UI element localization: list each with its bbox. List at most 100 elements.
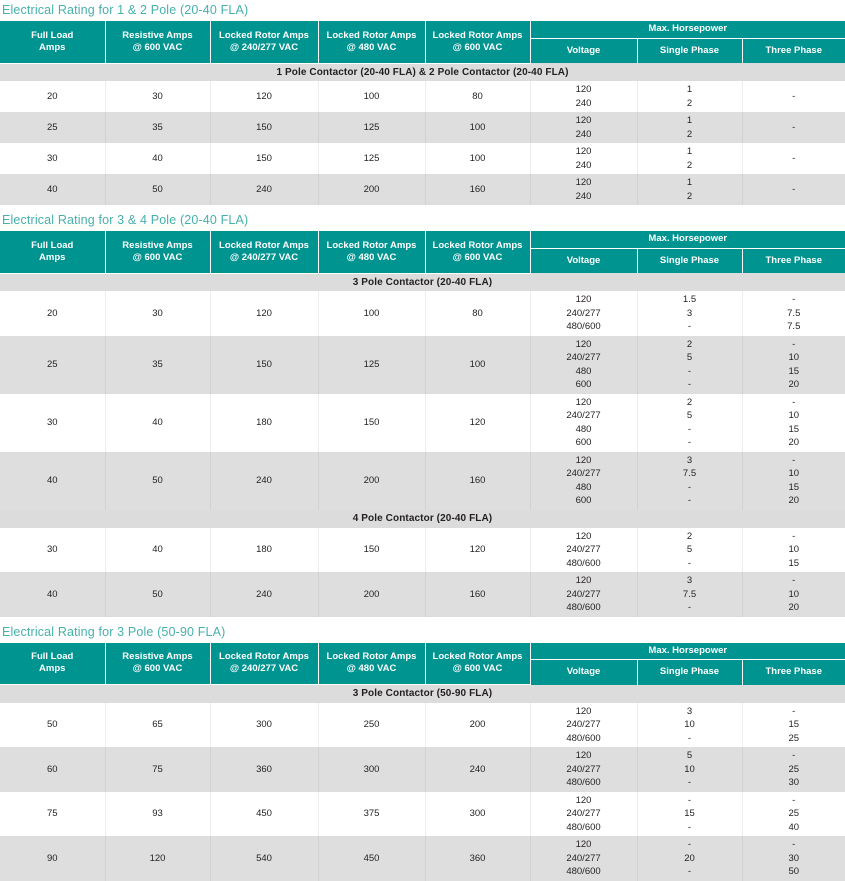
col-header-full-load-amps-line1: Full Load [0,30,105,42]
col-header-full-load-amps-line1: Full Load [0,240,105,252]
cell-lra-480: 450 [318,836,425,881]
cell-hp-three-phase: - [742,174,845,205]
table-body: 1 Pole Contactor (20-40 FLA) & 2 Pole Co… [0,63,845,205]
cell-full-load-amps: 20 [0,81,105,112]
cell-hp-voltage-value: 240/277 [531,718,637,732]
cell-hp-voltage-value: 120 [531,454,637,468]
col-header-resistive-amps-line1: Resistive Amps [106,30,210,42]
cell-hp-single-phase-value: - [638,365,742,379]
cell-hp-single-phase-value: - [638,378,742,392]
cell-hp-single-phase-value: 5 [638,351,742,365]
cell-lra-480: 150 [318,394,425,452]
cell-hp-single-phase-value: - [638,865,742,879]
cell-lra-600: 300 [425,792,530,837]
cell-hp-single-phase-value: - [638,821,742,835]
cell-lra-600: 100 [425,336,530,394]
col-header-lra-600: Locked Rotor Amps@ 600 VAC [425,643,530,685]
col-header-lra-240-277-line2: @ 240/277 VAC [211,663,318,675]
group-header-row: 3 Pole Contactor (20-40 FLA) [0,273,845,291]
col-header-full-load-amps-line2: Amps [0,42,105,54]
cell-hp-voltage-value: 480/600 [531,865,637,879]
cell-resistive-amps: 93 [105,792,210,837]
cell-lra-240-277: 240 [210,452,318,510]
cell-hp-three-phase-value: - [743,574,845,588]
cell-full-load-amps: 90 [0,836,105,881]
col-header-max-horsepower: Max. Horsepower [530,21,845,38]
cell-hp-voltage-value: 240 [531,159,637,173]
group-header-label: 3 Pole Contactor (50-90 FLA) [0,685,845,703]
cell-hp-single-phase-value: 20 [638,852,742,866]
cell-lra-480: 250 [318,703,425,748]
col-header-resistive-amps-line2: @ 600 VAC [106,42,210,54]
cell-hp-voltage-value: 240 [531,190,637,204]
cell-full-load-amps: 50 [0,703,105,748]
cell-lra-600: 120 [425,528,530,573]
cell-hp-single-phase-value: - [638,794,742,808]
cell-hp-single-phase-value: - [638,494,742,508]
cell-hp-voltage-value: 120 [531,176,637,190]
cell-hp-voltage-value: 480/600 [531,776,637,790]
cell-resistive-amps: 75 [105,747,210,792]
cell-lra-480: 125 [318,336,425,394]
section-title: Electrical Rating for 3 & 4 Pole (20-40 … [0,210,845,231]
cell-hp-single-phase-value: 5 [638,749,742,763]
cell-hp-three-phase-value: 25 [743,807,845,821]
col-header-lra-600-line2: @ 600 VAC [426,663,530,675]
cell-hp-voltage-value: 120 [531,338,637,352]
cell-hp-single-phase-value: 2 [638,190,742,204]
cell-hp-voltage-value: 480/600 [531,601,637,615]
cell-hp-voltage-value: 600 [531,494,637,508]
col-header-lra-600: Locked Rotor Amps@ 600 VAC [425,231,530,273]
col-header-lra-480-line2: @ 480 VAC [319,42,425,54]
cell-hp-voltage-value: 480/600 [531,320,637,334]
cell-hp-single-phase-value: - [638,423,742,437]
col-header-lra-240-277-line2: @ 240/277 VAC [211,42,318,54]
cell-hp-three-phase: - [742,143,845,174]
cell-full-load-amps: 40 [0,572,105,617]
col-header-max-horsepower: Max. Horsepower [530,231,845,248]
cell-lra-240-277: 450 [210,792,318,837]
cell-lra-600: 100 [425,112,530,143]
cell-hp-voltage-value: 480 [531,423,637,437]
cell-hp-single-phase-value: 1.5 [638,293,742,307]
cell-hp-single-phase-value: 3 [638,454,742,468]
col-header-lra-240-277: Locked Rotor Amps@ 240/277 VAC [210,231,318,273]
cell-hp-voltage-value: 120 [531,574,637,588]
col-header-resistive-amps-line2: @ 600 VAC [106,663,210,675]
col-header-full-load-amps-line2: Amps [0,252,105,264]
cell-lra-240-277: 300 [210,703,318,748]
cell-hp-single-phase-value: - [638,320,742,334]
cell-lra-240-277: 150 [210,336,318,394]
cell-hp-single-phase-value: 2 [638,97,742,111]
cell-hp-voltage-value: 120 [531,293,637,307]
col-header-voltage: Voltage [530,248,637,273]
cell-hp-three-phase-value: 15 [743,365,845,379]
cell-hp-three-phase-value: - [743,338,845,352]
cell-hp-three-phase-value: - [743,90,845,104]
cell-lra-240-277: 150 [210,143,318,174]
col-header-lra-480: Locked Rotor Amps@ 480 VAC [318,21,425,63]
cell-lra-240-277: 240 [210,572,318,617]
rating-section: Electrical Rating for 3 Pole (50-90 FLA)… [0,622,845,881]
cell-hp-voltage-value: 120 [531,749,637,763]
col-header-three-phase: Three Phase [742,38,845,63]
cell-hp-three-phase-value: 10 [743,409,845,423]
cell-hp-three-phase: - [742,81,845,112]
cell-hp-three-phase-value: 25 [743,732,845,746]
cell-hp-single-phase-value: 15 [638,807,742,821]
